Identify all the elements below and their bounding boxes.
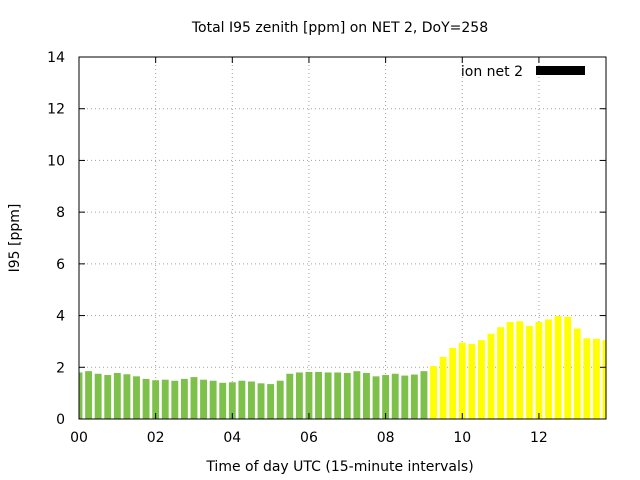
bar bbox=[468, 344, 476, 419]
y-tick-label: 2 bbox=[56, 360, 65, 376]
x-tick-label: 12 bbox=[530, 430, 548, 446]
y-tick-label: 8 bbox=[56, 205, 65, 221]
bar bbox=[391, 373, 399, 419]
x-axis-label: Time of day UTC (15-minute intervals) bbox=[205, 459, 473, 475]
bar bbox=[334, 372, 342, 419]
bar bbox=[487, 333, 495, 419]
bar bbox=[430, 365, 437, 419]
bar bbox=[410, 374, 418, 419]
bar bbox=[477, 340, 485, 419]
bars bbox=[79, 316, 606, 419]
bar bbox=[267, 384, 275, 419]
legend-swatch bbox=[536, 66, 585, 75]
bar bbox=[123, 374, 131, 419]
bar bbox=[257, 383, 265, 419]
bar bbox=[113, 372, 121, 419]
y-tick-label: 12 bbox=[47, 102, 65, 118]
bar bbox=[228, 382, 236, 419]
bar bbox=[200, 379, 208, 419]
bar bbox=[401, 375, 409, 419]
bar bbox=[104, 375, 112, 419]
bar bbox=[497, 327, 505, 419]
bar bbox=[161, 379, 169, 419]
bar bbox=[79, 372, 83, 419]
bar bbox=[353, 371, 361, 419]
x-tick-label: 02 bbox=[147, 430, 165, 446]
bar bbox=[238, 380, 246, 419]
bar bbox=[506, 322, 514, 419]
bar bbox=[305, 371, 313, 419]
x-tick-label: 06 bbox=[300, 430, 318, 446]
bar bbox=[602, 340, 606, 419]
bar bbox=[420, 371, 428, 419]
x-tick-label: 00 bbox=[70, 430, 88, 446]
bar bbox=[190, 377, 198, 419]
bar bbox=[592, 338, 600, 419]
bar bbox=[219, 382, 227, 419]
bar bbox=[564, 316, 572, 419]
bar bbox=[573, 328, 581, 419]
x-tick-label: 10 bbox=[453, 430, 471, 446]
y-tick-label: 4 bbox=[56, 309, 65, 325]
bar bbox=[324, 372, 332, 419]
bar bbox=[372, 376, 380, 419]
legend-label: ion net 2 bbox=[461, 64, 523, 80]
y-tick-label: 14 bbox=[47, 50, 65, 66]
bar bbox=[142, 378, 150, 419]
bar bbox=[516, 321, 524, 419]
bar bbox=[152, 380, 160, 419]
bar bbox=[171, 380, 179, 419]
bar bbox=[363, 372, 370, 419]
legend: ion net 2 bbox=[461, 64, 585, 80]
chart-title: Total I95 zenith [ppm] on NET 2, DoY=258 bbox=[191, 20, 488, 36]
bar bbox=[248, 381, 255, 419]
bar bbox=[458, 342, 466, 419]
bar bbox=[343, 372, 351, 419]
bar bbox=[525, 325, 533, 419]
bar bbox=[583, 338, 591, 419]
bar bbox=[286, 373, 294, 419]
y-tick-label: 6 bbox=[56, 257, 65, 273]
bar bbox=[535, 322, 543, 419]
bar bbox=[133, 376, 140, 419]
bar bbox=[85, 371, 93, 419]
x-tick-label: 04 bbox=[223, 430, 241, 446]
bar bbox=[180, 378, 188, 419]
y-tick-label: 10 bbox=[47, 153, 65, 169]
bar bbox=[554, 316, 562, 419]
x-tick-label: 08 bbox=[377, 430, 395, 446]
bar bbox=[209, 380, 217, 419]
bar bbox=[295, 372, 303, 419]
bar bbox=[276, 380, 284, 419]
bar bbox=[382, 375, 390, 419]
bar bbox=[94, 373, 102, 419]
bar bbox=[545, 319, 552, 419]
grid bbox=[79, 57, 606, 419]
bar bbox=[449, 347, 457, 419]
bar bbox=[315, 371, 322, 419]
y-axis-label: I95 [ppm] bbox=[7, 204, 23, 273]
plot-frame bbox=[78, 56, 607, 420]
bar bbox=[439, 356, 447, 419]
y-tick-label: 0 bbox=[56, 412, 65, 428]
